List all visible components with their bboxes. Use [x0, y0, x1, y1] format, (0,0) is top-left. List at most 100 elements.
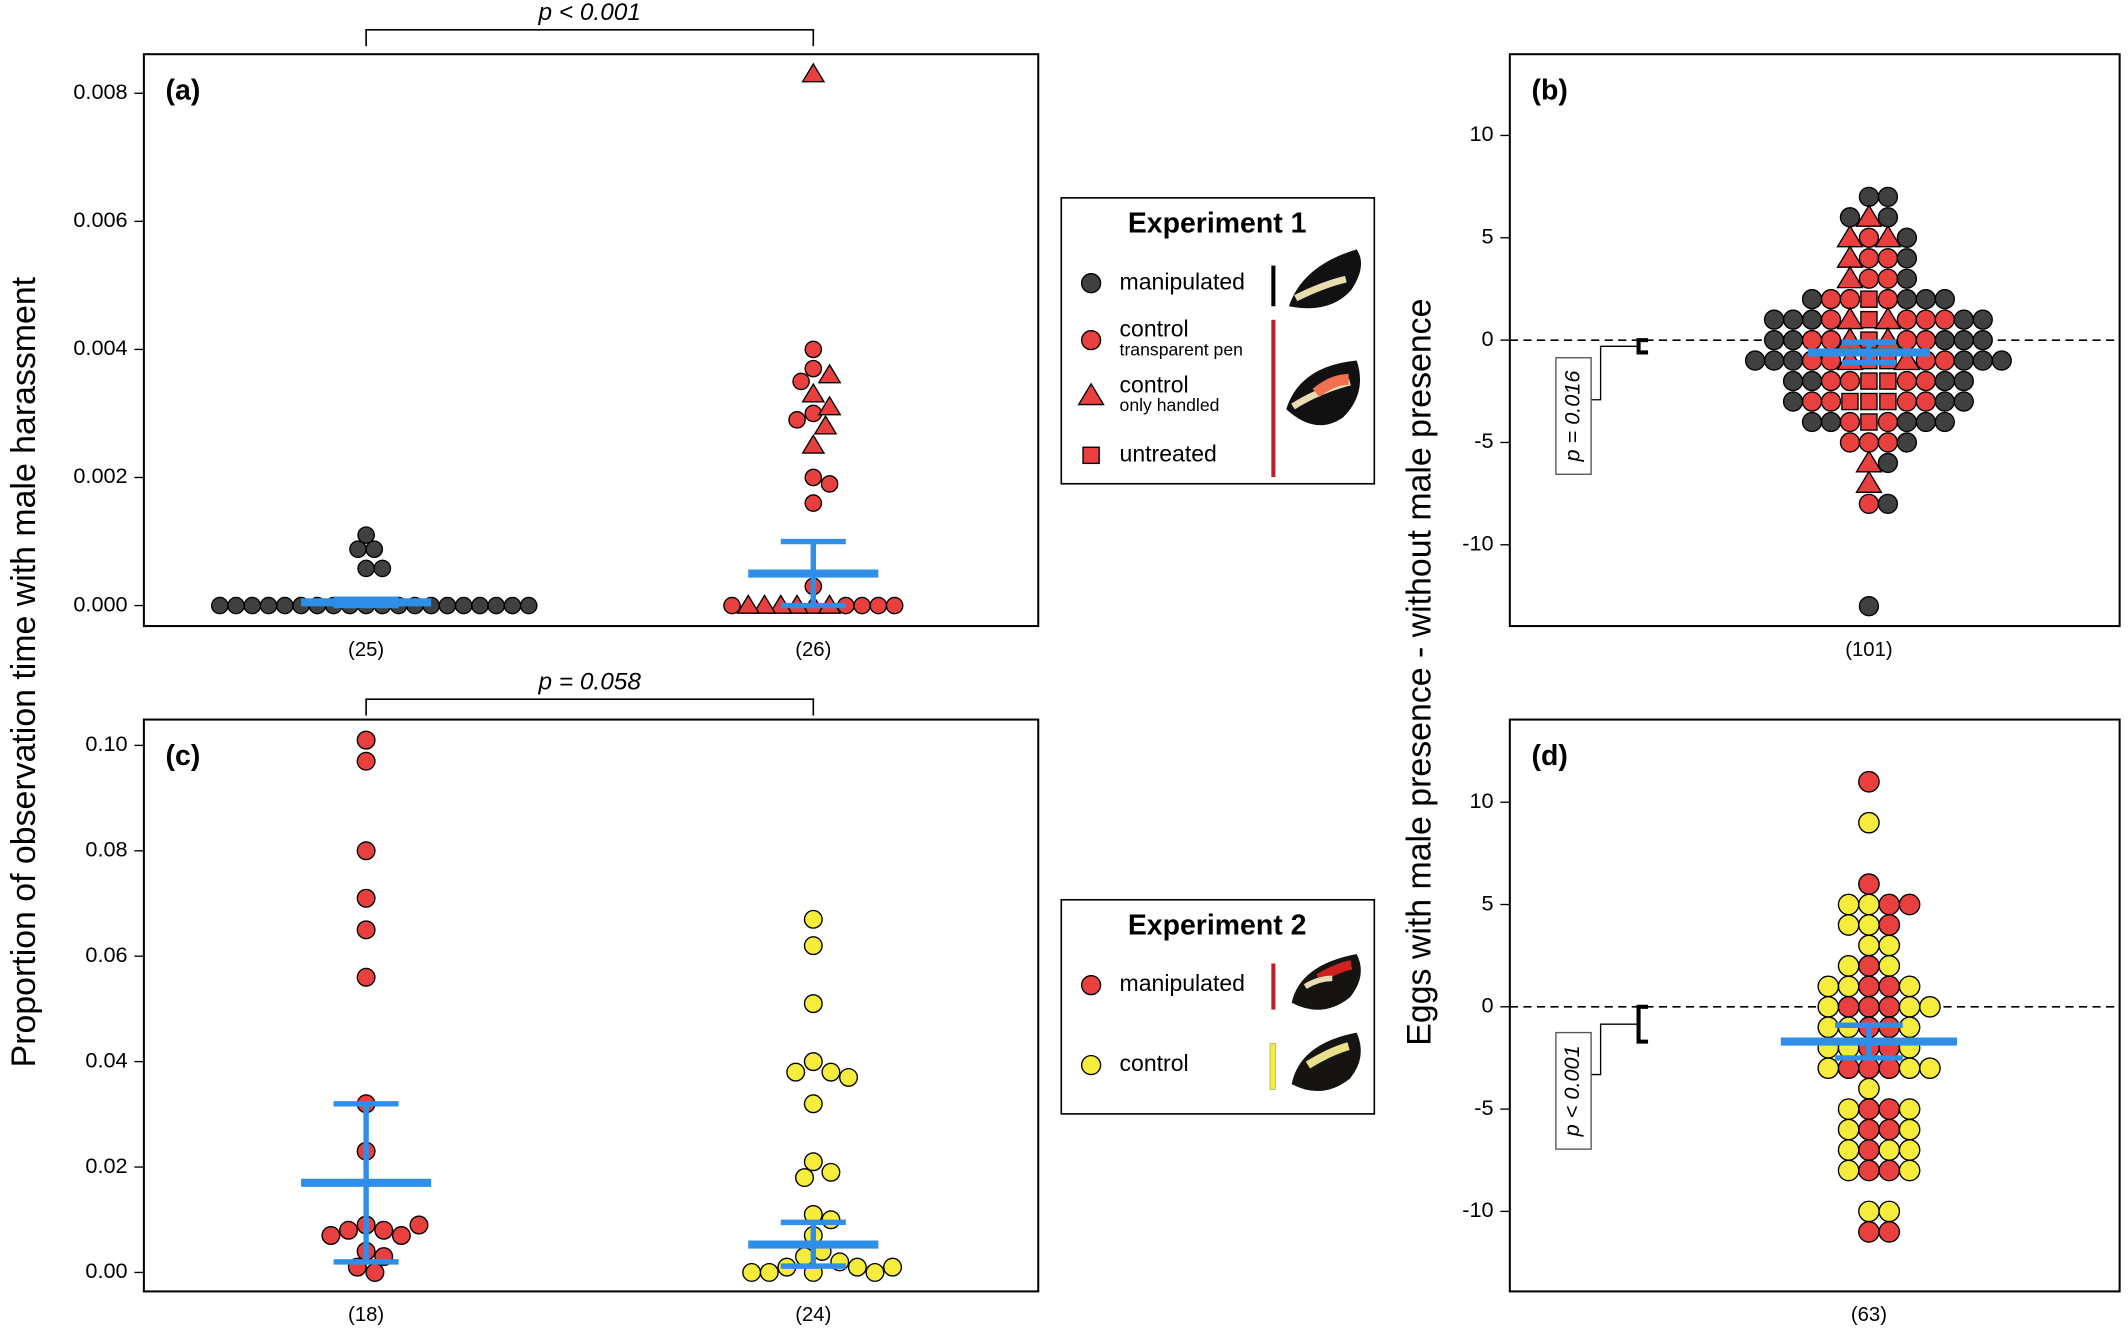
- data-point: [1934, 289, 1955, 310]
- data-point: [1820, 309, 1842, 330]
- data-point: [1898, 995, 1921, 1018]
- data-point: [1896, 432, 1918, 453]
- data-point: [487, 596, 506, 615]
- legend-label: control: [1120, 316, 1189, 342]
- data-point: [1860, 372, 1878, 390]
- x-tick-label: (18): [348, 1304, 384, 1326]
- data-point: [1858, 493, 1880, 515]
- data-point: [356, 730, 376, 750]
- data-point: [786, 1062, 806, 1082]
- panel-label: (b): [1532, 75, 1568, 107]
- y-tick-label: 5: [1482, 890, 1494, 915]
- data-point: [759, 1262, 779, 1282]
- data-point: [804, 494, 823, 512]
- y-tick-label: 0.06: [85, 942, 127, 967]
- data-point: [1837, 1139, 1860, 1161]
- legend-bar: [1271, 963, 1276, 1010]
- y-tick-label: 0.08: [85, 837, 127, 862]
- data-point: [339, 1220, 358, 1240]
- data-point: [1801, 309, 1823, 330]
- data-point: [1878, 1057, 1901, 1080]
- data-point: [1839, 370, 1861, 392]
- data-point: [1896, 289, 1918, 310]
- data-point: [817, 363, 842, 384]
- data-point: [1879, 392, 1897, 411]
- data-point: [1836, 224, 1864, 248]
- data-point: [1934, 329, 1955, 351]
- y-tick-label: 5: [1482, 224, 1494, 249]
- data-point: [356, 967, 376, 987]
- data-point: [1915, 289, 1937, 310]
- panel-label: (a): [166, 75, 201, 107]
- y-tick-label: 0: [1482, 326, 1494, 351]
- data-point: [801, 62, 826, 83]
- legend-note: transparent pen: [1120, 340, 1243, 360]
- data-point: [210, 596, 229, 615]
- data-point: [1836, 326, 1864, 350]
- data-point: [1898, 1057, 1921, 1080]
- data-point: [1836, 306, 1864, 330]
- data-point: [1878, 1118, 1901, 1141]
- data-point: [1837, 893, 1860, 916]
- data-point: [1858, 1057, 1880, 1080]
- data-point: [1898, 893, 1921, 916]
- data-point: [373, 559, 392, 578]
- data-point: [259, 596, 278, 615]
- data-point: [454, 596, 473, 615]
- y-axis-label: Eggs with male presence - without male p…: [1401, 299, 1439, 1046]
- p-value: p < 0.001: [1559, 1045, 1584, 1137]
- plot-frame: [142, 53, 1040, 628]
- data-point: [356, 841, 376, 861]
- x-tick-label: (26): [795, 639, 831, 661]
- y-tick-label: 0.00: [85, 1258, 127, 1283]
- legend-label: manipulated: [1120, 268, 1245, 294]
- data-point: [1896, 309, 1918, 330]
- data-point: [1837, 955, 1860, 977]
- data-point: [1896, 248, 1918, 269]
- data-point: [1839, 289, 1861, 310]
- data-point: [1782, 309, 1804, 330]
- data-point: [1858, 934, 1880, 957]
- data-point: [1858, 995, 1880, 1018]
- data-point: [1915, 391, 1937, 412]
- data-point: [1915, 329, 1937, 351]
- data-point: [391, 1226, 411, 1246]
- data-point: [1744, 350, 1766, 371]
- y-tick-label: 0.02: [85, 1153, 127, 1178]
- p-value: p < 0.001: [538, 0, 641, 26]
- x-tick-label: (101): [1845, 639, 1892, 661]
- data-point: [1893, 347, 1921, 371]
- data-point: [1953, 391, 1974, 412]
- data-point: [1801, 289, 1823, 310]
- data-point: [801, 382, 826, 403]
- data-point: [503, 596, 522, 615]
- data-point: [1858, 975, 1880, 998]
- y-tick-label: -5: [1474, 428, 1493, 453]
- data-point: [1858, 1077, 1880, 1100]
- legend-marker: [1080, 329, 1102, 351]
- legend-marker: [1080, 1054, 1102, 1076]
- data-point: [1919, 1057, 1941, 1080]
- data-point: [1839, 207, 1861, 228]
- y-tick-label: -10: [1462, 531, 1493, 556]
- data-point: [803, 1152, 823, 1172]
- data-point: [1801, 370, 1823, 392]
- legend-bar: [1269, 1043, 1276, 1090]
- data-point: [1898, 1139, 1921, 1161]
- data-point: [1919, 995, 1941, 1018]
- data-point: [438, 596, 457, 615]
- data-point: [1820, 411, 1842, 433]
- data-point: [349, 540, 367, 559]
- butterfly-icon: [1291, 953, 1361, 1092]
- x-tick-label: (63): [1851, 1304, 1887, 1326]
- data-point: [1896, 411, 1918, 433]
- p-bracket: [1636, 1004, 1649, 1044]
- data-point: [1860, 310, 1878, 329]
- data-point: [817, 395, 842, 416]
- data-point: [365, 1262, 385, 1282]
- data-point: [1782, 350, 1804, 371]
- y-tick-label: 0.008: [73, 79, 127, 104]
- data-point: [804, 340, 823, 359]
- data-point: [803, 1052, 823, 1072]
- y-tick-label: 0.000: [73, 591, 127, 616]
